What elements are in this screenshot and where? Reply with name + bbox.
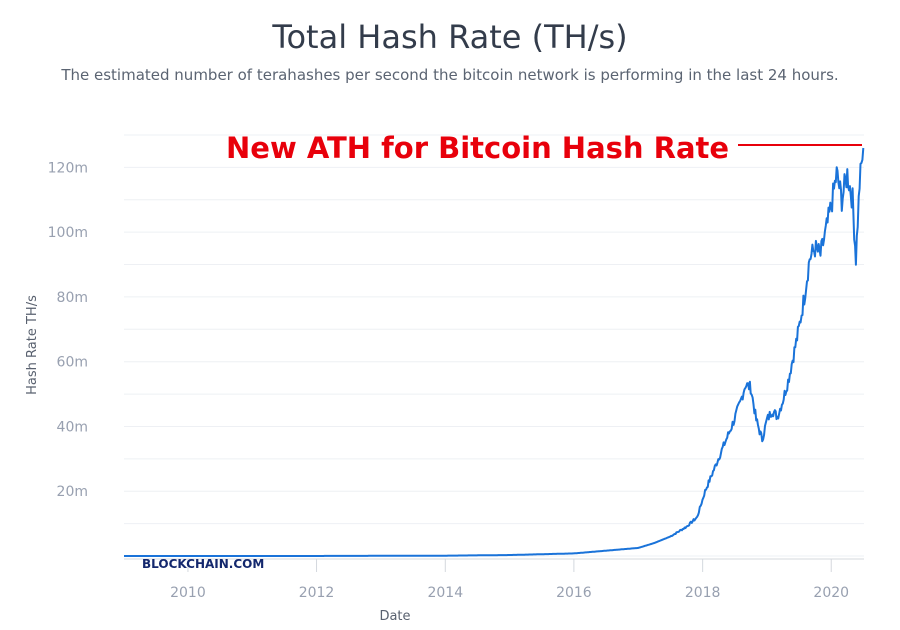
y-tick-label: 120m [48,160,88,176]
series-group [123,147,865,557]
watermark-logo: BLOCKCHAIN.COM [142,557,264,571]
y-tick-label: 80m [57,290,88,306]
x-tick-label: 2016 [556,585,592,601]
y-tick-label: 40m [57,419,88,435]
y-axis-title: Hash Rate TH/s [25,295,40,395]
x-axis-ticks: 2010 2012 2014 2016 2018 2020 [170,559,849,601]
y-tick-label: 100m [48,225,88,241]
x-tick-label: 2018 [685,585,721,601]
chart-subtitle: The estimated number of terahashes per s… [61,66,839,84]
grid-lines [124,134,864,560]
x-tick-label: 2014 [427,585,463,601]
x-tick-label: 2012 [299,585,335,601]
ath-annotation: New ATH for Bitcoin Hash Rate [226,131,729,165]
y-axis-ticks: 20m 40m 60m 80m 100m 120m [48,160,88,500]
x-tick-label: 2020 [813,585,849,601]
y-tick-label: 20m [57,484,88,500]
hash-rate-series-line [123,147,865,557]
x-axis-title: Date [379,609,410,624]
y-tick-label: 60m [57,355,88,371]
x-tick-label: 2010 [170,585,206,601]
chart-title: Total Hash Rate (TH/s) [272,18,628,56]
